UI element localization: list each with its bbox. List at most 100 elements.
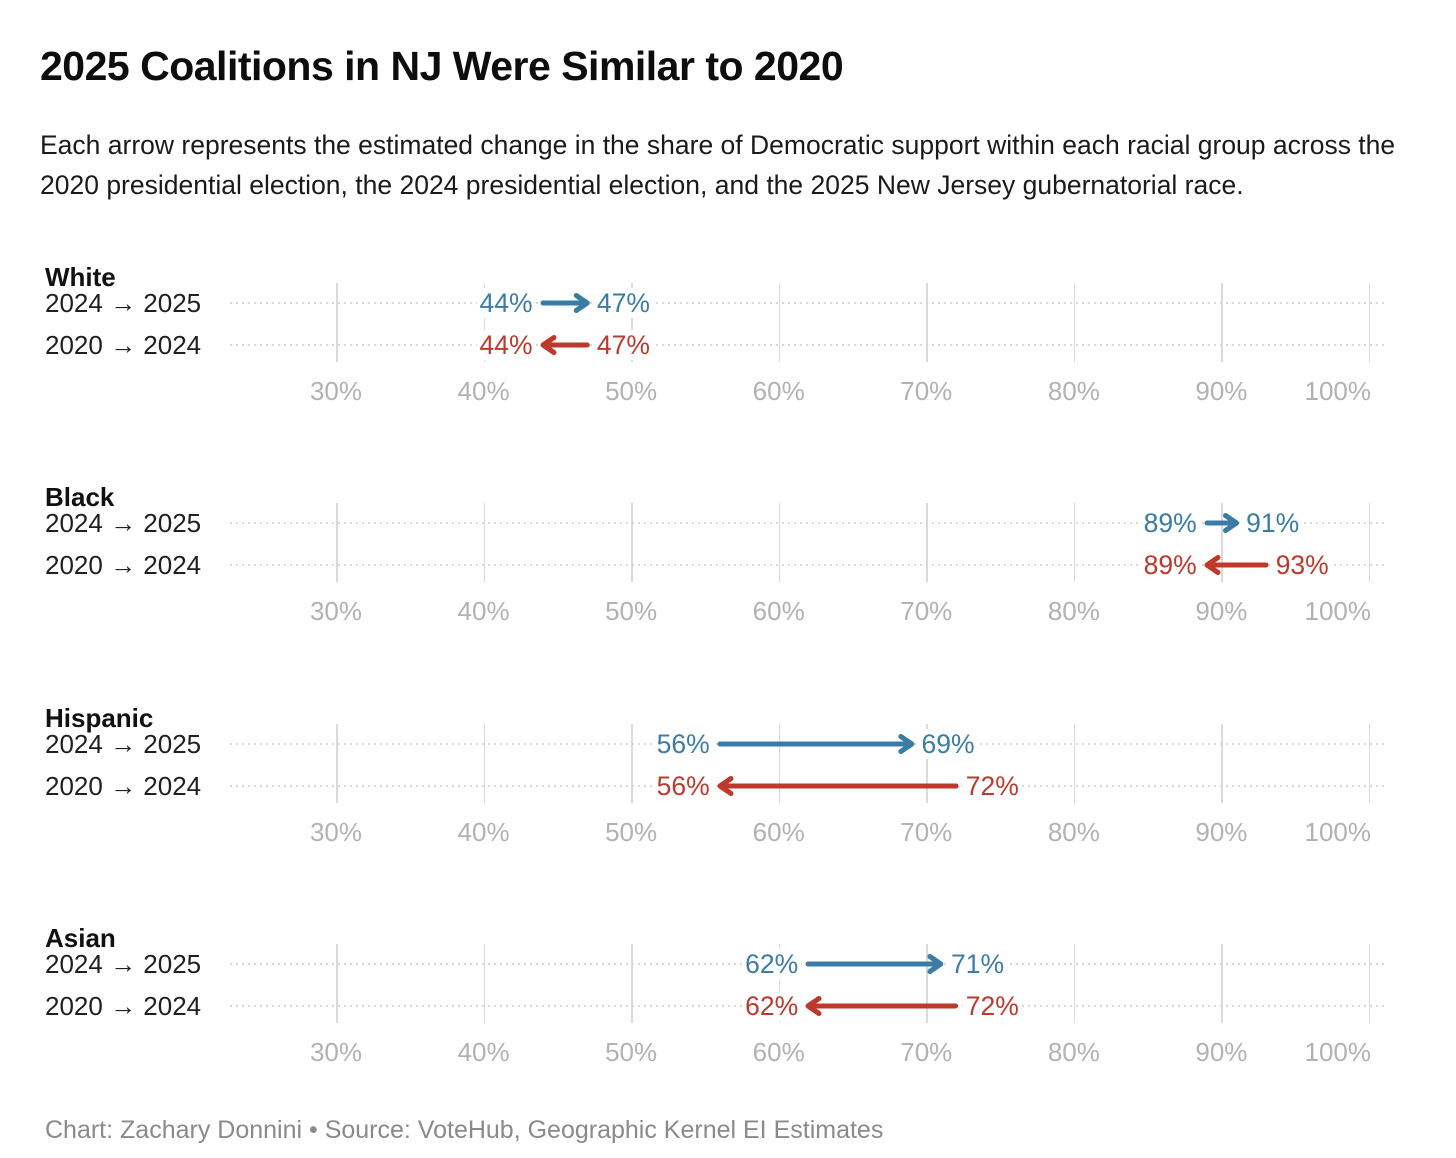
- gridline: [926, 503, 928, 582]
- row-track: 56% 69%: [230, 729, 1390, 759]
- gridline: [1221, 503, 1223, 582]
- arrow-row: 2024 → 2025 44% 47%: [0, 288, 1456, 318]
- row-label: 2024 → 2025: [45, 288, 202, 318]
- row-track: 89% 93%: [230, 550, 1390, 580]
- row-label: 2020 → 2024: [45, 771, 202, 801]
- group-title: Hispanic: [45, 702, 154, 733]
- value-label-right: 47%: [593, 330, 653, 360]
- value-label-right: 69%: [918, 729, 978, 759]
- row-dotted-line: [230, 564, 1388, 566]
- gridline: [926, 724, 928, 803]
- axis-tick-label: 50%: [605, 596, 658, 626]
- gridline: [926, 944, 928, 1023]
- chart-credit: Chart: Zachary Donnini • Source: VoteHub…: [45, 1116, 884, 1144]
- axis-tick-label: 80%: [1047, 817, 1100, 847]
- x-axis: 30% 40% 50% 60% 70% 80% 90% 100%: [230, 817, 1390, 847]
- row-track: 89% 91%: [230, 508, 1390, 538]
- axis-tick-label: 80%: [1047, 376, 1100, 406]
- arrow-row: 2020 → 2024 89% 93%: [0, 550, 1456, 580]
- gridline: [336, 944, 338, 1023]
- axis-tick-label: 100%: [1304, 376, 1371, 406]
- gridline: [336, 283, 338, 362]
- gridline: [631, 503, 633, 582]
- value-label-left: 89%: [1140, 550, 1200, 580]
- gridline: [336, 503, 338, 582]
- gridline: [631, 724, 633, 803]
- arrow-left-icon: [1204, 555, 1269, 575]
- arrow-row: 2020 → 2024 56% 72%: [0, 771, 1456, 801]
- group-section-hispanic: Hispanic 2024 → 2025 56% 69% 2020 → 2024 …: [0, 681, 1456, 901]
- gridline: [336, 724, 338, 803]
- gridline: [631, 944, 633, 1023]
- gridline: [1368, 724, 1371, 803]
- value-label-left: 56%: [653, 771, 713, 801]
- axis-tick-label: 40%: [457, 376, 510, 406]
- row-track: 56% 72%: [230, 771, 1390, 801]
- gridline: [1073, 724, 1076, 803]
- gridline: [1221, 944, 1223, 1023]
- x-axis: 30% 40% 50% 60% 70% 80% 90% 100%: [230, 596, 1390, 626]
- gridlines: [230, 283, 1390, 362]
- gridline: [1221, 724, 1223, 803]
- group-section-asian: Asian 2024 → 2025 62% 71% 2020 → 2024 62%…: [0, 901, 1456, 1121]
- page-subtitle: Each arrow represents the estimated chan…: [40, 129, 1396, 200]
- gridline: [778, 724, 781, 803]
- row-dotted-line: [230, 344, 1388, 346]
- axis-tick-label: 90%: [1195, 817, 1248, 847]
- row-label: 2024 → 2025: [45, 508, 202, 538]
- axis-tick-label: 80%: [1047, 1037, 1100, 1067]
- gridline: [778, 503, 781, 582]
- row-label: 2020 → 2024: [45, 330, 202, 360]
- arrow-row: 2020 → 2024 62% 72%: [0, 991, 1456, 1021]
- axis-tick-label: 40%: [457, 817, 510, 847]
- axis-tick-label: 100%: [1304, 817, 1371, 847]
- axis-tick-label: 60%: [752, 376, 805, 406]
- arrow-row: 2024 → 2025 56% 69%: [0, 729, 1456, 759]
- arrow-left-icon: [805, 996, 959, 1016]
- arrow-right-icon: [805, 954, 944, 974]
- page-title: 2025 Coalitions in NJ Were Similar to 20…: [40, 43, 844, 90]
- row-dotted-line: [230, 302, 1388, 304]
- gridline: [1073, 503, 1076, 582]
- axis-tick-label: 100%: [1304, 596, 1371, 626]
- axis-tick-label: 30%: [309, 596, 363, 626]
- axis-tick-label: 30%: [309, 1037, 363, 1067]
- gridline: [1368, 944, 1371, 1023]
- value-label-left: 62%: [742, 991, 802, 1021]
- axis-tick-label: 30%: [309, 817, 363, 847]
- axis-tick-label: 40%: [457, 1037, 510, 1067]
- gridline: [483, 724, 486, 803]
- gridline: [1073, 283, 1076, 362]
- gridline: [1221, 283, 1223, 362]
- axis-tick-label: 30%: [309, 376, 363, 406]
- value-label-right: 72%: [962, 771, 1022, 801]
- gridline: [483, 503, 486, 582]
- axis-tick-label: 90%: [1195, 376, 1248, 406]
- axis-tick-label: 60%: [752, 1037, 805, 1067]
- group-section-black: Black 2024 → 2025 89% 91% 2020 → 2024 89%…: [0, 460, 1456, 680]
- row-track: 62% 71%: [230, 949, 1390, 979]
- arrow-row: 2024 → 2025 62% 71%: [0, 949, 1456, 979]
- axis-tick-label: 70%: [900, 1037, 953, 1067]
- value-label-left: 44%: [476, 330, 536, 360]
- gridline: [1073, 944, 1076, 1023]
- gridline: [483, 283, 486, 362]
- arrow-right-icon: [540, 293, 590, 313]
- axis-tick-label: 70%: [900, 376, 953, 406]
- gridlines: [230, 944, 1390, 1023]
- arrow-right-icon: [1204, 513, 1239, 533]
- axis-tick-label: 50%: [605, 1037, 658, 1067]
- axis-tick-label: 50%: [605, 376, 658, 406]
- value-label-right: 47%: [593, 288, 653, 318]
- axis-tick-label: 60%: [752, 817, 805, 847]
- group-title: Asian: [45, 922, 116, 953]
- row-label: 2024 → 2025: [45, 729, 202, 759]
- gridline: [1368, 503, 1371, 582]
- gridline: [778, 283, 781, 362]
- row-track: 44% 47%: [230, 288, 1390, 318]
- gridline: [926, 283, 928, 362]
- x-axis: 30% 40% 50% 60% 70% 80% 90% 100%: [230, 1037, 1390, 1067]
- row-label: 2020 → 2024: [45, 991, 202, 1021]
- gridline: [1368, 283, 1371, 362]
